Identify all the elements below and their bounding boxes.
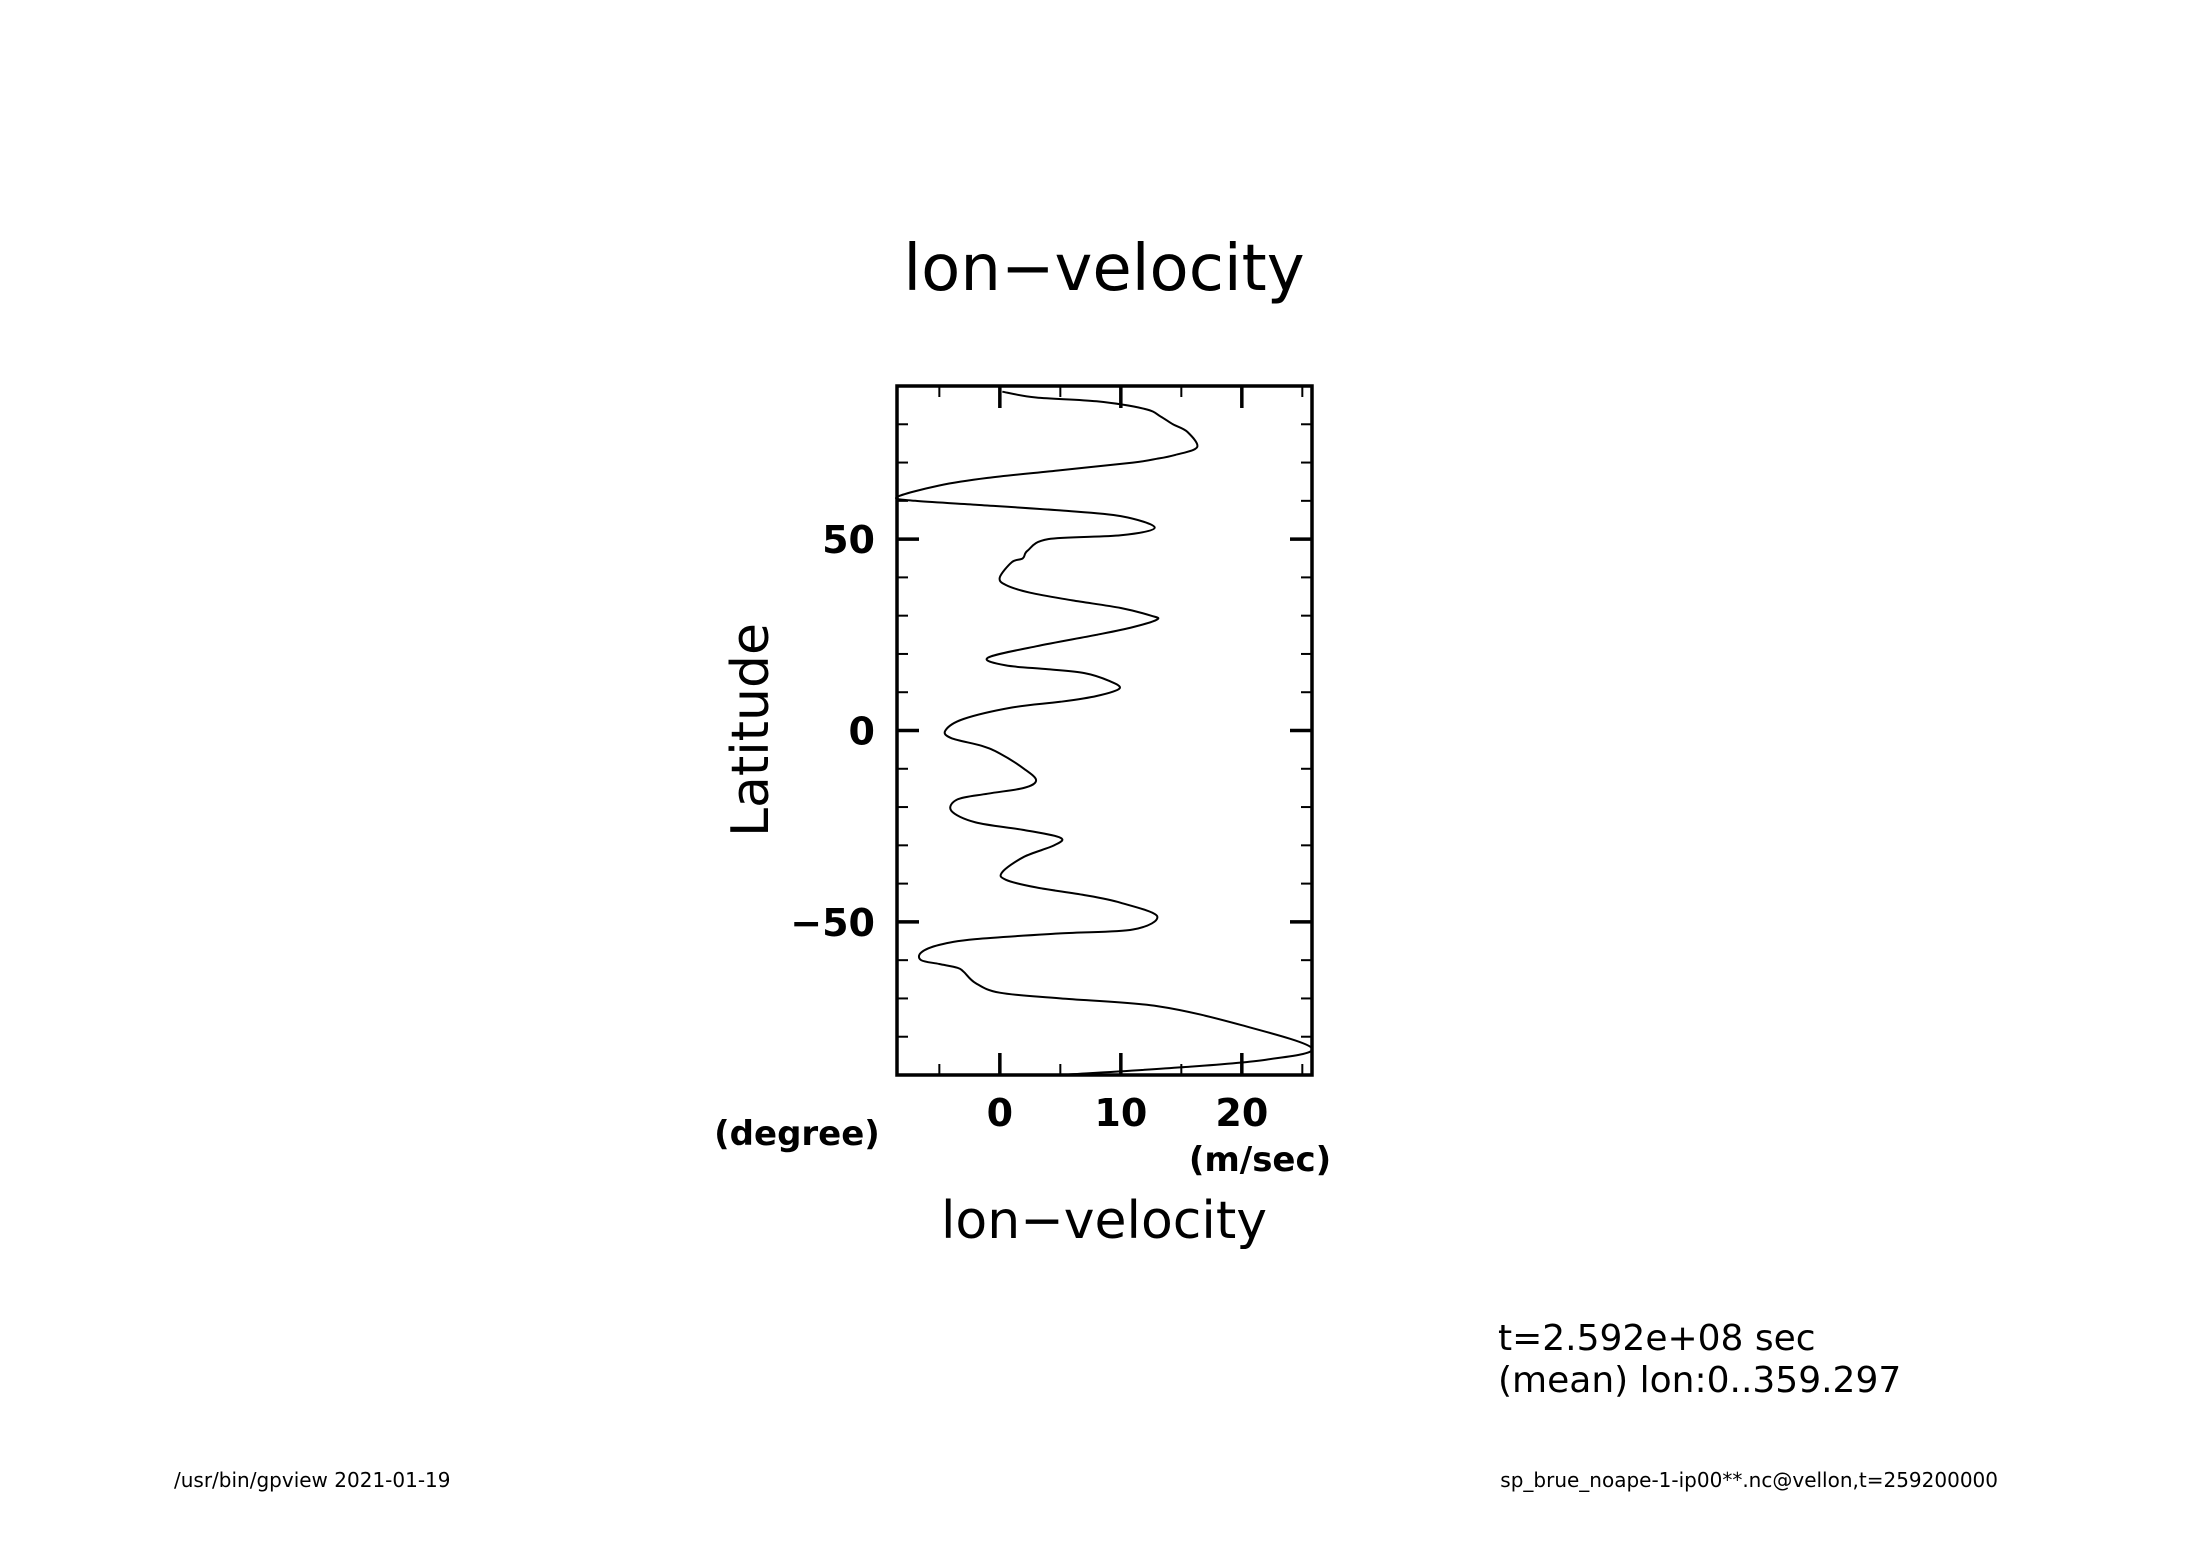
y-axis-unit: (degree) [714,1114,880,1154]
footer-right: sp_brue_noape-1-ip00**.nc@vellon,t=25920… [1500,1468,1998,1492]
series-line [895,390,1314,1076]
tick-labels: −50 0 50 0 10 20 [790,518,1268,1135]
axis-ticks [897,386,1312,1075]
y-tick-label: −50 [790,901,875,945]
y-tick-label: 0 [849,710,875,754]
x-tick-label: 0 [987,1091,1013,1135]
x-axis-unit: (m/sec) [1189,1140,1331,1180]
mean-annotation: (mean) lon:0..359.297 [1498,1360,1901,1401]
y-tick-label: 50 [822,518,875,562]
x-axis-title: lon−velocity [941,1191,1267,1251]
plot-frame [895,384,1314,1077]
x-tick-label: 10 [1094,1091,1147,1135]
x-tick-label: 20 [1215,1091,1268,1135]
y-axis-title: Latitude [721,623,781,837]
footer-left: /usr/bin/gpview 2021-01-19 [174,1468,451,1492]
chart-title: lon−velocity [903,232,1304,306]
time-annotation: t=2.592e+08 sec [1498,1318,1816,1359]
